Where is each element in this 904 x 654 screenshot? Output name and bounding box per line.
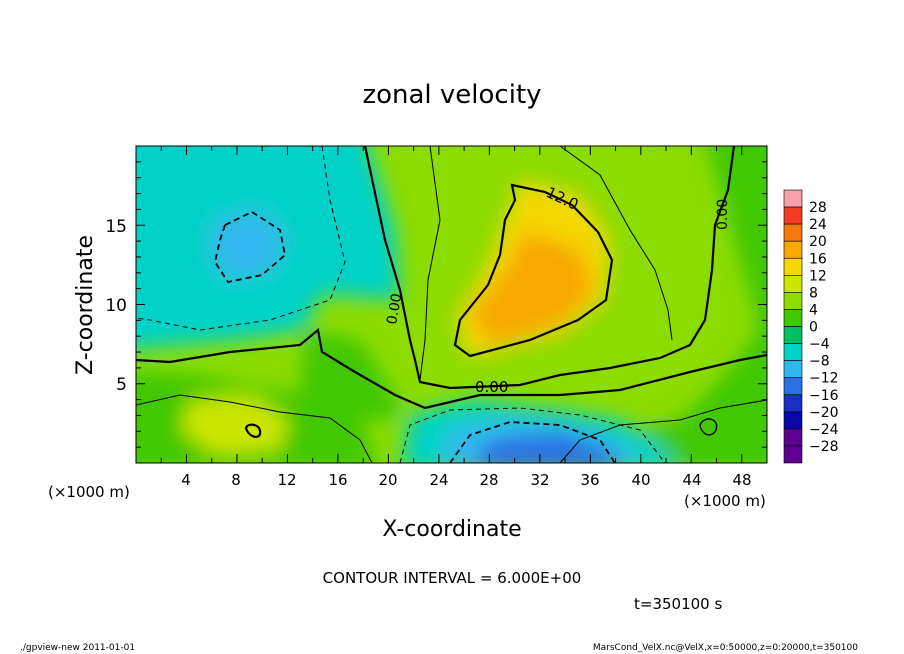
colorbar-level-label: 24 — [809, 217, 827, 233]
y-tick-label: 15 — [105, 217, 127, 237]
contour-neg12-bottom-dashed — [449, 421, 616, 463]
colorbar-swatch — [783, 240, 803, 259]
contour-label-zero-bottom: 0.00 — [475, 378, 508, 396]
colorbar-swatch — [783, 275, 803, 293]
region-yellow-lower-left — [180, 395, 290, 455]
colorbar-swatch — [783, 445, 803, 464]
x-tick-label: 20 — [378, 471, 397, 489]
colorbar-swatch — [783, 326, 803, 344]
x-tick-label: 12 — [277, 471, 296, 489]
colorbar-level-label: −16 — [809, 388, 839, 404]
contour-neg12-dashed — [214, 210, 286, 284]
x-tick-labels: 4 8 12 16 20 24 28 32 36 40 44 48 — [181, 471, 751, 489]
colorbar-level-label: 4 — [809, 302, 818, 318]
colorbar-swatch — [783, 360, 803, 378]
chart-title: zonal velocity — [362, 80, 541, 110]
x-tick-label: 36 — [580, 471, 599, 489]
footer-left: ./gpview-new 2011-01-01 — [20, 643, 135, 653]
colorbar-swatch — [783, 206, 803, 225]
contour-lines — [136, 146, 767, 463]
contour-interval-label: CONTOUR INTERVAL = 6.000E+00 — [323, 569, 582, 587]
colorbar-level-label: −20 — [809, 405, 839, 421]
colorbar-level-label: −8 — [809, 354, 830, 370]
colorbar-swatch — [783, 257, 803, 276]
y-tick-label: 5 — [116, 375, 127, 395]
x-tick-label: 4 — [181, 471, 191, 489]
axis-ticks — [136, 146, 767, 463]
contour-label-zero-right: 0.00 — [715, 199, 731, 230]
contour-label-zero-center: 0.00 — [384, 292, 405, 325]
x-unit-label-right: (×1000 m) — [684, 492, 766, 510]
colorbar-level-label: −4 — [809, 337, 830, 353]
colorbar-level-label: 16 — [809, 251, 827, 267]
x-tick-label: 8 — [231, 471, 241, 489]
colorbar-level-label: 12 — [809, 268, 827, 284]
contour-neg-bottom-dashed — [399, 407, 666, 463]
x-unit-label-left: (×1000 m) — [48, 483, 130, 501]
colorbar-swatch — [783, 377, 803, 396]
contour-zero-lower — [136, 327, 767, 410]
y-tick-labels: 5 10 15 — [105, 217, 127, 395]
contour-neg6-dashed — [136, 146, 346, 331]
colorbar-swatch — [783, 394, 803, 413]
contour-6-thin — [419, 146, 673, 381]
colorbar-swatch — [783, 292, 803, 310]
x-axis-title: X-coordinate — [382, 517, 521, 542]
colorbar-level-label: −28 — [809, 439, 839, 455]
contour-6-lower-thin — [136, 394, 767, 463]
footer-right: MarsCond_VelX.nc@VelX,x=0:50000,z=0:2000… — [593, 643, 858, 653]
heatmap-field: 12.0 0.00 0.00 0.00 — [136, 146, 767, 463]
region-lower-right-green — [569, 146, 767, 463]
colorbar-level-label: 0 — [809, 320, 818, 336]
colorbar-swatch — [783, 411, 803, 430]
time-label: t=350100 s — [634, 595, 722, 613]
colorbar-level-label: 20 — [809, 234, 827, 250]
colorbar-swatch — [783, 428, 803, 447]
y-axis-title: Z-coordinate — [73, 235, 98, 375]
contour-12 — [453, 183, 614, 358]
x-tick-label: 16 — [328, 471, 347, 489]
colorbar-swatch — [783, 309, 803, 327]
x-tick-label: 24 — [429, 471, 448, 489]
x-tick-label: 28 — [479, 471, 498, 489]
contour-zero-main — [363, 146, 736, 390]
x-tick-label: 32 — [530, 471, 549, 489]
colorbar — [783, 189, 803, 464]
colorbar-level-label: −12 — [809, 371, 839, 387]
region-orange-core — [470, 230, 595, 345]
contour-zero-loop-right — [699, 418, 718, 436]
colorbar-level-label: 28 — [809, 200, 827, 216]
colorbar-level-label: 8 — [809, 285, 818, 301]
colorbar-swatch — [783, 223, 803, 242]
x-tick-label: 48 — [732, 471, 751, 489]
x-tick-label: 44 — [682, 471, 701, 489]
region-upper-left-sky — [210, 210, 285, 280]
colorbar-swatch — [783, 343, 803, 361]
region-mid-green — [300, 330, 400, 420]
x-tick-label: 40 — [631, 471, 650, 489]
colorbar-level-label: −24 — [809, 422, 839, 438]
contour-zero-loop-left — [244, 423, 262, 438]
y-tick-label: 10 — [105, 296, 127, 316]
colorbar-swatch — [783, 189, 803, 208]
